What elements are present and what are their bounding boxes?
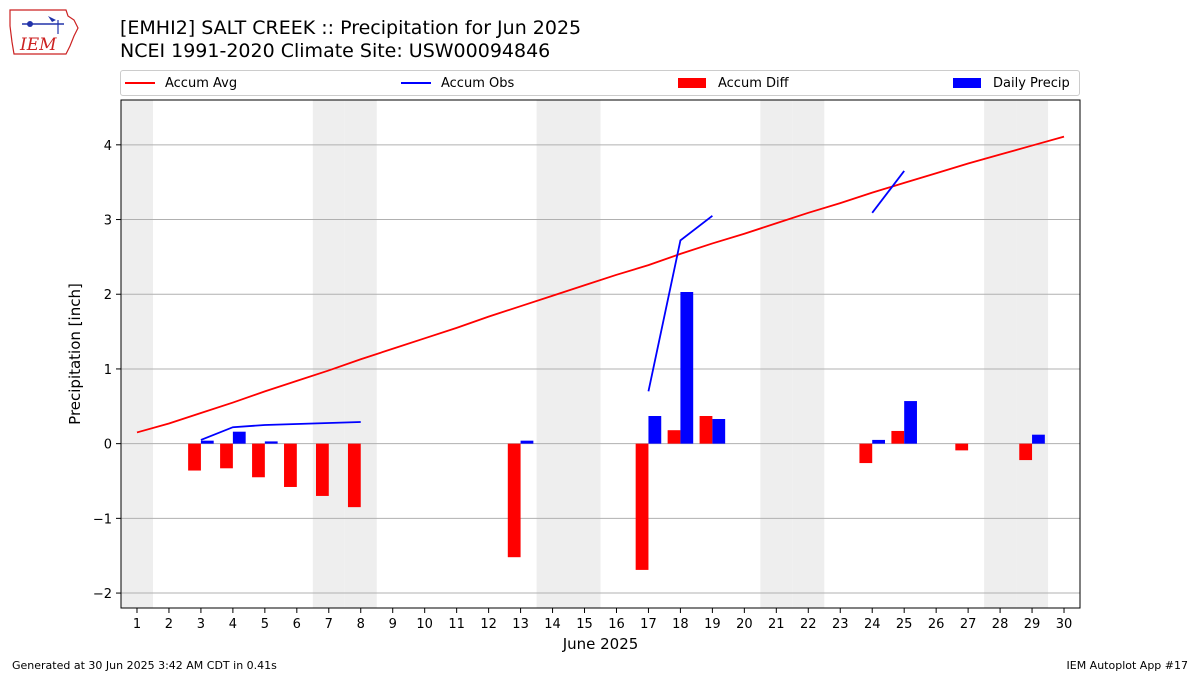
x-tick-label: 2 (165, 617, 173, 632)
weekend-shade (344, 100, 377, 608)
app-credit: IEM Autoplot App #17 (1066, 659, 1189, 672)
daily-precip-bar (264, 441, 278, 444)
legend-label-accum-diff: Accum Diff (718, 75, 789, 91)
y-tick-label: −2 (93, 587, 112, 602)
x-tick-label: 7 (325, 617, 333, 632)
accum-obs-line (647, 215, 713, 392)
chart-title: [EMHI2] SALT CREEK :: Precipitation for … (120, 17, 582, 39)
chart-legend: Accum Avg Accum Obs Accum Diff Daily Pre… (120, 70, 1080, 96)
accum-diff-bar (955, 443, 969, 451)
x-tick-label: 26 (928, 617, 945, 632)
plot-frame (120, 99, 1081, 609)
legend-item-accum-obs: Accum Obs (401, 71, 514, 95)
x-tick-label: 8 (357, 617, 365, 632)
x-tick-label: 17 (640, 617, 657, 632)
chart-subtitle: NCEI 1991-2020 Climate Site: USW00094846 (120, 40, 551, 62)
x-tick-label: 22 (800, 617, 817, 632)
accum-diff-bar (220, 443, 233, 469)
legend-item-daily-precip: Daily Precip (953, 71, 1070, 95)
x-tick-label: 20 (736, 617, 753, 632)
x-tick-label: 5 (261, 617, 269, 632)
x-tick-label: 14 (544, 617, 561, 632)
x-tick-label: 6 (293, 617, 301, 632)
y-axis-label: Precipitation [inch] (66, 283, 84, 425)
daily-precip-bar (200, 440, 214, 444)
legend-swatch-accum-diff (678, 78, 706, 88)
x-tick-label: 9 (389, 617, 397, 632)
x-tick-label: 1 (133, 617, 141, 632)
x-tick-label: 27 (960, 617, 977, 632)
y-tick-label: 4 (104, 139, 112, 154)
y-tick-label: 1 (104, 363, 112, 378)
legend-label-accum-obs: Accum Obs (441, 75, 515, 91)
x-tick-label: 13 (512, 617, 529, 632)
x-tick-label: 25 (896, 617, 913, 632)
accum-diff-bar (699, 416, 713, 444)
x-tick-label: 15 (576, 617, 593, 632)
x-tick-label: 30 (1056, 617, 1073, 632)
weekend-shade (984, 100, 1017, 608)
weekend-shade (760, 100, 793, 608)
y-tick-label: −1 (93, 512, 112, 527)
accum-diff-bar (284, 443, 297, 487)
daily-precip-bar (712, 418, 726, 444)
x-axis-label: June 2025 (562, 635, 639, 653)
weekend-shade (536, 100, 569, 608)
accum-avg-line (136, 135, 1065, 434)
y-tick-label: 0 (104, 438, 112, 453)
accum-diff-bar (252, 443, 265, 478)
x-tick-label: 11 (448, 617, 465, 632)
iem-logo: IEM (9, 9, 79, 55)
daily-precip-bar (232, 431, 246, 444)
legend-swatch-accum-obs (401, 82, 431, 84)
accum-diff-bar (859, 443, 873, 464)
daily-precip-bar (520, 440, 534, 444)
x-tick-label: 16 (608, 617, 625, 632)
generated-timestamp: Generated at 30 Jun 2025 3:42 AM CDT in … (12, 659, 277, 672)
weekend-shade (568, 100, 601, 608)
x-tick-label: 3 (197, 617, 205, 632)
weekend-shade (1016, 100, 1049, 608)
x-tick-label: 10 (416, 617, 433, 632)
x-tick-label: 19 (704, 617, 721, 632)
accum-diff-bar (635, 443, 649, 570)
accum-obs-line (200, 421, 361, 441)
accum-obs-line (871, 170, 905, 214)
x-tick-label: 4 (229, 617, 237, 632)
legend-swatch-accum-avg (125, 82, 155, 84)
logo-text: IEM (19, 35, 57, 55)
legend-label-daily-precip: Daily Precip (993, 75, 1070, 91)
weekend-shade (792, 100, 825, 608)
x-tick-label: 29 (1024, 617, 1041, 632)
x-tick-label: 21 (768, 617, 785, 632)
accum-diff-bar (347, 443, 361, 508)
accum-diff-bar (315, 443, 329, 496)
accum-diff-bar (1019, 443, 1033, 461)
daily-precip-bar (648, 416, 662, 444)
x-tick-label: 18 (672, 617, 689, 632)
legend-item-accum-diff: Accum Diff (678, 71, 789, 95)
daily-precip-bar (904, 401, 917, 444)
daily-precip-bar (680, 291, 694, 444)
x-tick-label: 12 (480, 617, 497, 632)
x-tick-label: 24 (864, 617, 881, 632)
x-tick-label: 28 (992, 617, 1009, 632)
accum-diff-bar (188, 443, 201, 471)
legend-item-accum-avg: Accum Avg (125, 71, 237, 95)
accum-diff-bar (667, 430, 681, 444)
y-tick-label: 3 (104, 214, 112, 229)
accum-diff-bar (891, 430, 905, 444)
daily-precip-bar (872, 439, 886, 444)
accum-diff-bar (507, 443, 521, 558)
x-tick-label: 23 (832, 617, 849, 632)
weekend-shade (121, 100, 153, 608)
y-tick-label: 2 (104, 288, 112, 303)
legend-swatch-daily-precip (953, 78, 981, 88)
weekend-shade (312, 100, 345, 608)
daily-precip-bar (1032, 434, 1045, 444)
legend-label-accum-avg: Accum Avg (165, 75, 238, 91)
